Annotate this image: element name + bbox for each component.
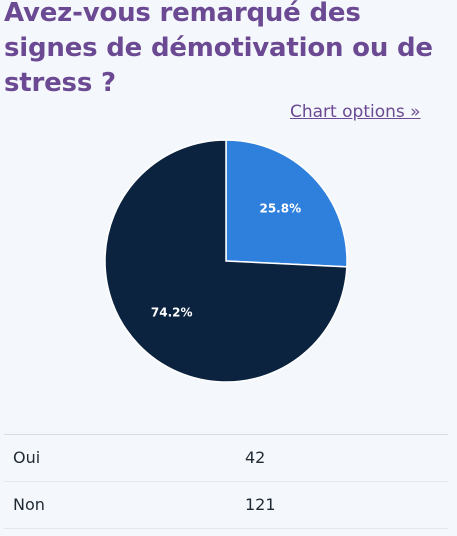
answer-label-oui: Oui bbox=[13, 448, 41, 467]
answer-count-non: 121 bbox=[245, 495, 276, 514]
pie-slice-non[interactable] bbox=[104, 139, 348, 383]
answer-count-oui: 42 bbox=[245, 448, 266, 467]
pie-label-oui: 25.8% bbox=[259, 202, 301, 216]
page-title: Avez-vous remarqué des signes de démotiv… bbox=[4, 0, 433, 98]
answer-label-non: Non bbox=[13, 495, 45, 514]
pie-chart-container: 25.8% 74.2% bbox=[0, 130, 457, 400]
table-row: Non 121 bbox=[4, 482, 448, 529]
pie-slice-oui[interactable] bbox=[225, 139, 348, 268]
pie-label-non: 74.2% bbox=[151, 305, 193, 319]
results-table: Oui 42 Non 121 bbox=[4, 434, 448, 529]
pie-chart: 25.8% 74.2% bbox=[104, 139, 348, 383]
chart-options-link[interactable]: Chart options » bbox=[290, 102, 421, 122]
table-row: Oui 42 bbox=[4, 435, 448, 482]
